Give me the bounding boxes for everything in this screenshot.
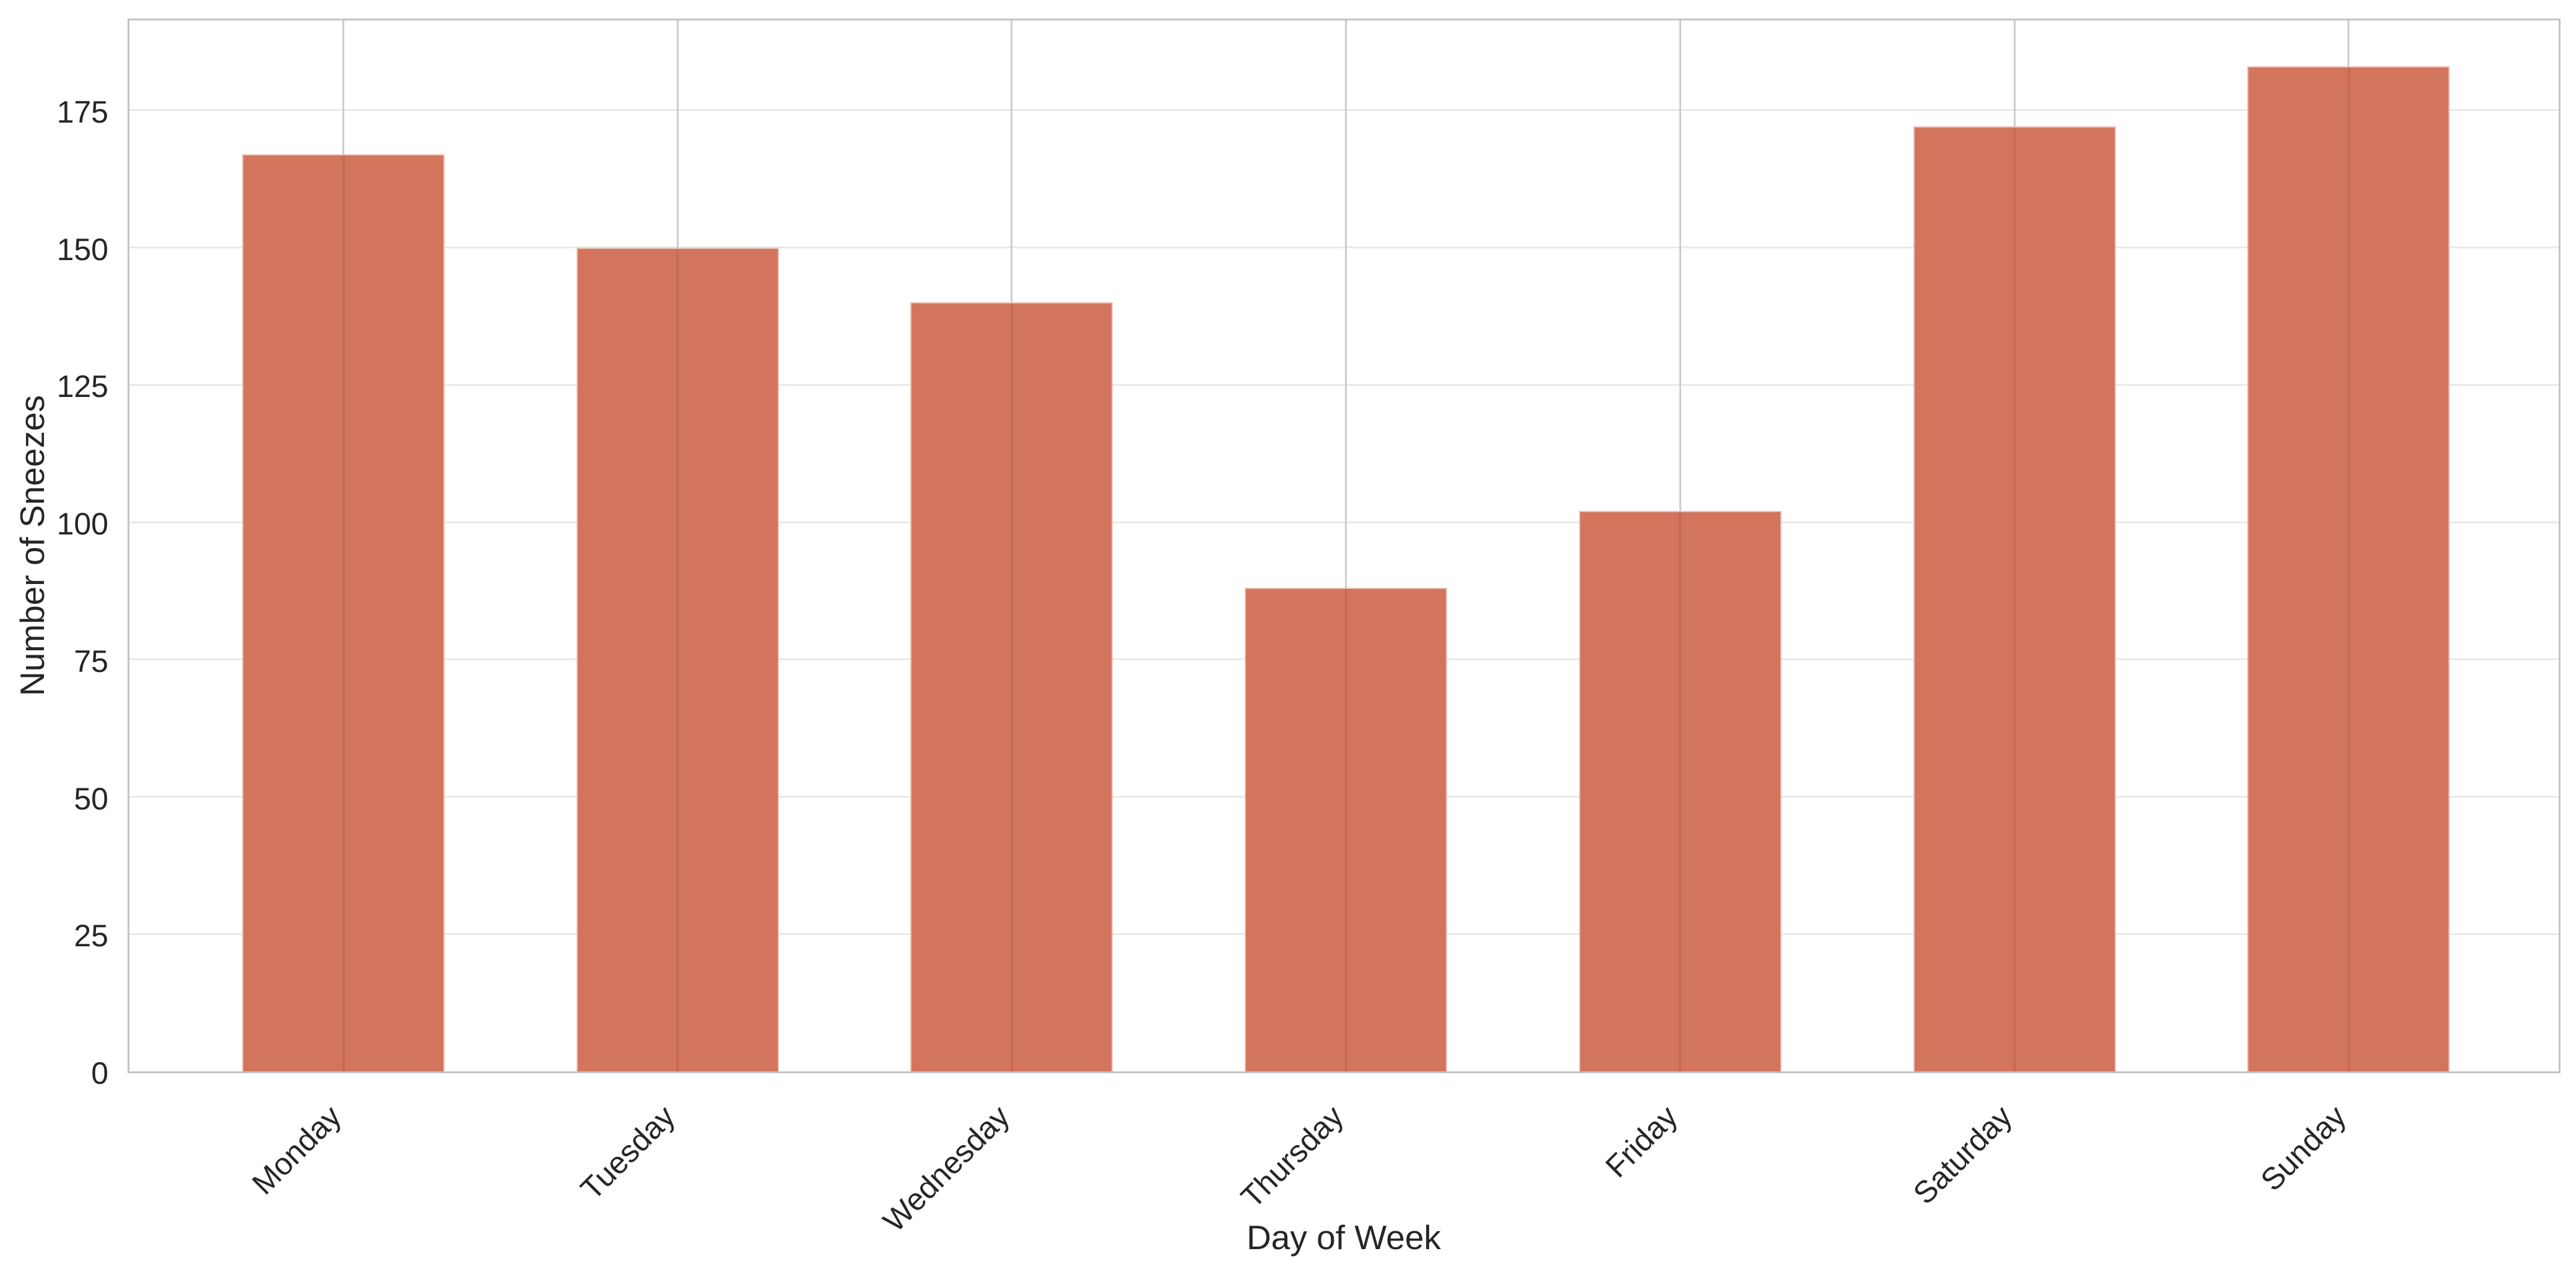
y-axis-label: Number of Sneezes (12, 394, 51, 697)
bar-gridline-stripe (342, 155, 345, 1071)
y-tick-label-125: 125 (56, 369, 108, 404)
x-tick-label-thursday: Thursday (1234, 1099, 1351, 1215)
x-tick-label-sunday: Sunday (2253, 1099, 2353, 1198)
bar-monday (242, 154, 445, 1071)
bar-wednesday (910, 302, 1113, 1071)
bar-gridline-stripe (2347, 67, 2350, 1071)
plot-area (128, 19, 2561, 1073)
y-tick-label-50: 50 (74, 781, 108, 816)
h-gridline-125 (129, 383, 2559, 386)
bar-gridline-stripe (676, 248, 679, 1071)
x-tick-label-tuesday: Tuesday (574, 1099, 682, 1207)
x-tick-label-wednesday: Wednesday (876, 1099, 1016, 1239)
bar-gridline-stripe (1679, 512, 1682, 1071)
y-tick-label-150: 150 (56, 232, 108, 267)
bar-saturday (1913, 126, 2116, 1071)
x-tick-label-monday: Monday (245, 1099, 348, 1201)
v-gridline-thursday (1345, 20, 1347, 1071)
y-tick-label-175: 175 (56, 94, 108, 129)
y-tick-label-100: 100 (56, 507, 108, 542)
x-tick-label-friday: Friday (1599, 1099, 1685, 1185)
bar-gridline-stripe (1344, 589, 1347, 1071)
x-tick-label-saturday: Saturday (1906, 1099, 2019, 1211)
h-gridline-175 (129, 109, 2559, 111)
y-tick-label-0: 0 (91, 1056, 108, 1091)
x-axis-label: Day of Week (1247, 1218, 1441, 1257)
y-tick-label-25: 25 (74, 918, 108, 954)
y-tick-label-75: 75 (74, 643, 108, 679)
bar-thursday (1245, 588, 1448, 1071)
bar-tuesday (576, 247, 779, 1071)
h-gridline-150 (129, 246, 2559, 249)
h-gridline-100 (129, 521, 2559, 523)
bar-friday (1578, 511, 1782, 1071)
bar-gridline-stripe (2013, 128, 2016, 1071)
bar-sunday (2247, 66, 2450, 1071)
bar-gridline-stripe (1010, 303, 1013, 1071)
